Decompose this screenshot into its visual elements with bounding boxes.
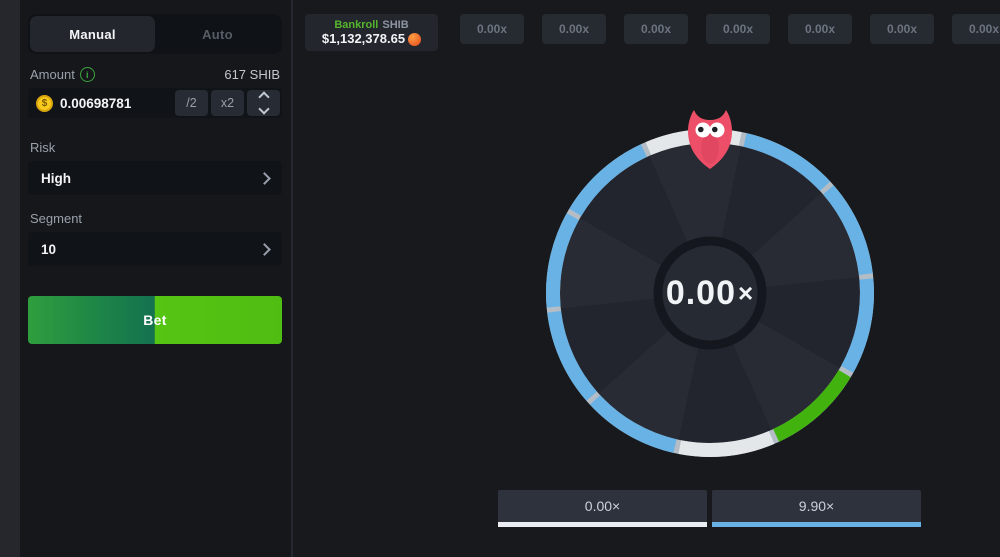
history-multiplier-chip: 0.00x <box>542 14 606 44</box>
bankroll-chip: Bankroll SHIB $1,132,378.65 <box>305 14 438 51</box>
wheel-segment-green <box>773 369 851 442</box>
wheel-result-multiplier: 0.00 × <box>665 273 755 312</box>
tab-manual[interactable]: Manual <box>30 16 155 52</box>
tab-auto[interactable]: Auto <box>202 26 233 42</box>
amount-label: Amount i <box>30 67 95 82</box>
half-amount-button[interactable]: /2 <box>175 90 208 116</box>
wheel-segment-blue <box>589 395 677 453</box>
wheel-segment-blue <box>546 213 580 308</box>
history-multiplier-chip: 0.00x <box>952 14 1000 44</box>
wheel-segment-blue <box>743 133 831 191</box>
amount-stepper[interactable] <box>247 90 280 116</box>
wallet-balance: 617 SHIB <box>224 67 280 82</box>
fox-emoji-icon <box>408 32 422 46</box>
segment-label: Segment <box>30 211 83 226</box>
result-multiplier-tile: 9.90× <box>712 490 921 527</box>
coin-icon: $ <box>36 94 53 112</box>
history-multiplier-chip: 0.00x <box>788 14 852 44</box>
result-multiplier-tiles: 0.00× 9.90× <box>498 490 921 527</box>
risk-label: Risk <box>30 140 56 155</box>
wheel-hub <box>653 236 767 350</box>
double-amount-button[interactable]: x2 <box>211 90 244 116</box>
bankroll-currency: SHIB <box>382 19 409 31</box>
risk-value: High <box>41 170 71 186</box>
wheel-segment-white <box>678 430 775 457</box>
amount-input[interactable] <box>53 95 172 111</box>
chevron-right-icon <box>258 171 271 185</box>
wheel-segment-blue <box>822 185 873 276</box>
bankroll-amount: $1,132,378.65 <box>321 31 406 46</box>
amount-field: $ /2 x2 <box>28 88 282 118</box>
chevron-down-icon <box>257 103 270 115</box>
mode-tabs: Manual Auto <box>28 14 282 54</box>
wheel-wedge <box>648 143 742 293</box>
chevron-right-icon <box>258 242 271 256</box>
wheel-segment-blue <box>547 310 598 401</box>
wheel-segment-blue <box>569 144 647 217</box>
history-multiplier-chip: 0.00x <box>460 14 524 44</box>
bet-button[interactable]: Bet <box>28 296 282 344</box>
segment-select[interactable]: 10 <box>28 232 282 266</box>
game-area: Bankroll SHIB $1,132,378.65 0.00x 0.00x 0.0… <box>295 0 1000 557</box>
segment-value: 10 <box>41 241 57 257</box>
history-multiplier-chip: 0.00x <box>706 14 770 44</box>
wheel-segment-blue <box>840 278 874 373</box>
wheel-pointer-owl-icon <box>688 110 732 169</box>
wheel-wedge <box>678 293 772 443</box>
history-multiplier-chip: 0.00x <box>624 14 688 44</box>
chevron-up-icon <box>257 91 270 103</box>
info-icon[interactable]: i <box>79 67 95 82</box>
left-rail <box>0 0 20 557</box>
bet-controls-sidebar: Manual Auto Amount i 617 SHIB $ /2 x2 Ri… <box>20 0 293 557</box>
wheel: 0.00 × <box>540 123 880 463</box>
bankroll-title: Bankroll <box>334 19 379 31</box>
multiplier-history: 0.00x 0.00x 0.00x 0.00x 0.00x 0.00x 0.00x <box>460 14 1000 44</box>
history-multiplier-chip: 0.00x <box>870 14 934 44</box>
risk-select[interactable]: High <box>28 161 282 195</box>
result-multiplier-tile: 0.00× <box>498 490 707 527</box>
